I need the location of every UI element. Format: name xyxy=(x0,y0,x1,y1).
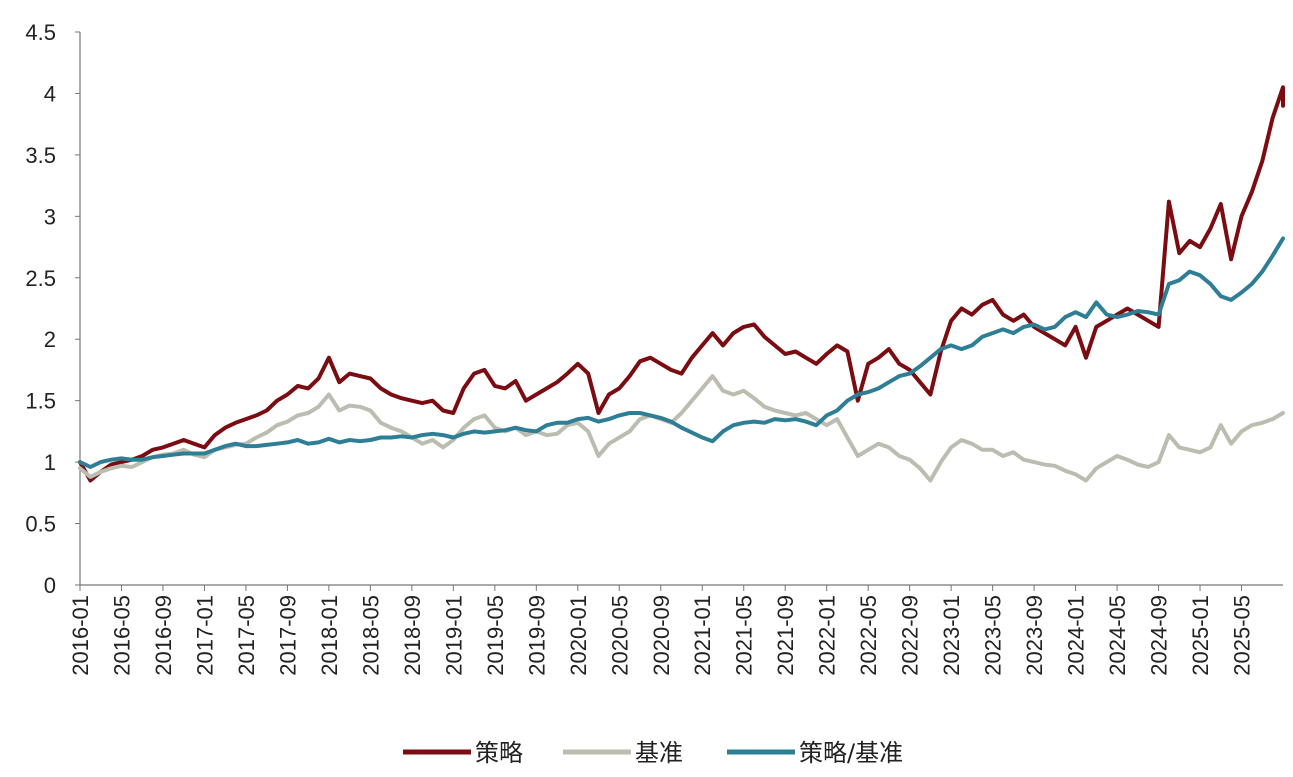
x-tick-label: 2018-09 xyxy=(400,595,425,676)
x-tick-label: 2022-09 xyxy=(898,595,923,676)
y-tick-label: 4 xyxy=(44,81,56,106)
legend: 策略 基准 策略/基准 xyxy=(403,739,903,767)
x-tick-label: 2019-09 xyxy=(524,595,549,676)
x-tick-label: 2021-05 xyxy=(732,595,757,676)
x-tick-label: 2019-01 xyxy=(441,595,466,676)
x-tick-label: 2021-09 xyxy=(773,595,798,676)
x-tick-label: 2018-05 xyxy=(358,595,383,676)
x-tick-label: 2024-05 xyxy=(1105,595,1130,676)
x-tick-label: 2025-01 xyxy=(1188,595,1213,676)
y-tick-label: 3.5 xyxy=(25,143,56,168)
y-tick-label: 1.5 xyxy=(25,389,56,414)
x-tick-label: 2024-09 xyxy=(1147,595,1172,676)
series-line-2 xyxy=(78,374,1285,483)
x-tick-label: 2020-09 xyxy=(649,595,674,676)
series-line-3 xyxy=(78,236,1285,469)
x-tick-label: 2025-05 xyxy=(1230,595,1255,676)
x-tick-label: 2016-05 xyxy=(109,595,134,676)
x-tick-label: 2022-01 xyxy=(815,595,840,676)
x-tick-label: 2017-01 xyxy=(192,595,217,676)
x-tick-label: 2021-01 xyxy=(690,595,715,676)
legend-label-2: 基准 xyxy=(635,739,683,767)
series-line-1 xyxy=(78,85,1285,483)
x-tick-label: 2019-05 xyxy=(483,595,508,676)
x-tick-label: 2023-01 xyxy=(939,595,964,676)
y-tick-label: 0 xyxy=(44,573,56,598)
y-tick-label: 4.5 xyxy=(25,20,56,45)
y-tick-label: 1 xyxy=(44,450,56,475)
y-tick-label: 2.5 xyxy=(25,266,56,291)
y-tick-label: 2 xyxy=(44,327,56,352)
x-axis: 2016-01 2016-05 2016-09 2017-01 2017-05 2017-… xyxy=(68,584,1283,676)
x-tick-label: 2022-05 xyxy=(856,595,881,676)
y-axis: 0 0.5 1 1.5 2 2.5 3 3.5 4 4.5 xyxy=(25,20,81,598)
series-layer xyxy=(78,85,1285,483)
x-tick-label: 2016-09 xyxy=(151,595,176,676)
x-tick-label: 2017-09 xyxy=(275,595,300,676)
legend-label-1: 策略 xyxy=(475,739,523,767)
y-tick-label: 3 xyxy=(44,204,56,229)
x-tick-label: 2023-09 xyxy=(1022,595,1047,676)
x-tick-label: 2020-05 xyxy=(607,595,632,676)
x-tick-label: 2016-01 xyxy=(68,595,93,676)
y-tick-label: 0.5 xyxy=(25,512,56,537)
x-tick-label: 2020-01 xyxy=(566,595,591,676)
x-tick-label: 2017-05 xyxy=(234,595,259,676)
x-tick-label: 2023-05 xyxy=(981,595,1006,676)
x-tick-label: 2018-01 xyxy=(317,595,342,676)
x-tick-label: 2024-01 xyxy=(1064,595,1089,676)
legend-label-3: 策略/基准 xyxy=(799,739,903,767)
